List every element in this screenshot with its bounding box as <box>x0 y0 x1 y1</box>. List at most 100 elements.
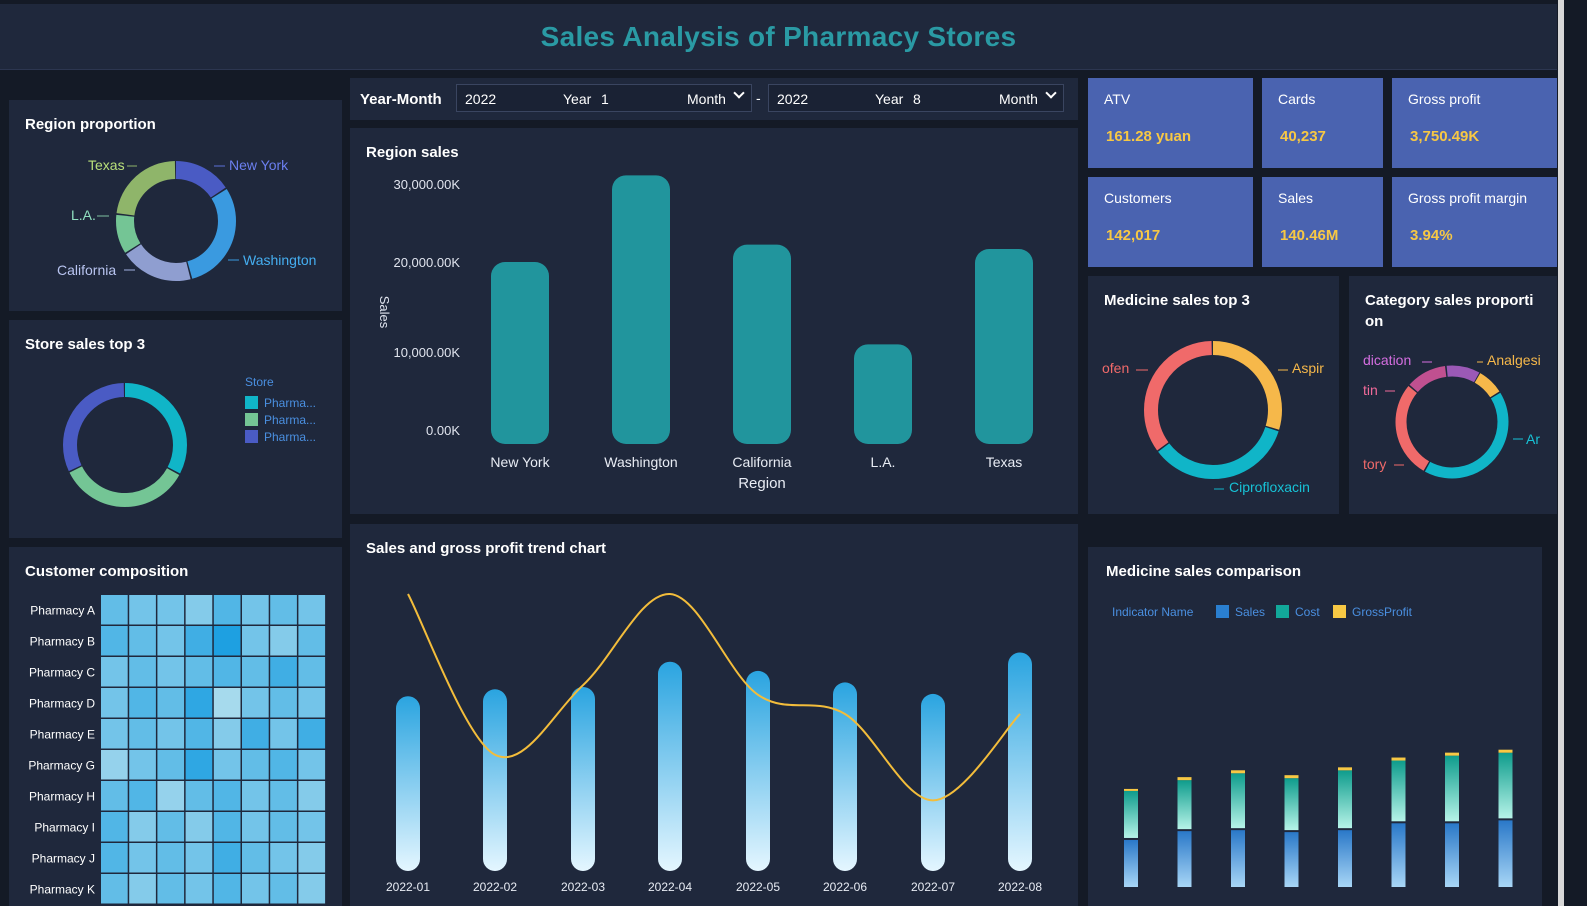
heatmap-cell[interactable] <box>298 688 326 718</box>
heatmap-cell[interactable] <box>270 688 297 718</box>
heatmap-cell[interactable] <box>129 657 156 687</box>
heatmap-cell[interactable] <box>213 595 241 625</box>
heatmap-cell[interactable] <box>185 812 213 842</box>
heatmap-cell[interactable] <box>129 750 156 780</box>
heatmap-cell[interactable] <box>157 843 185 873</box>
label-medication[interactable]: dication <box>1363 352 1411 368</box>
sales-bar[interactable] <box>1008 652 1032 872</box>
heatmap-cell[interactable] <box>270 843 297 873</box>
to-month-label[interactable]: Month <box>999 91 1038 107</box>
heatmap-cell[interactable] <box>298 812 326 842</box>
heatmap-cell[interactable] <box>157 874 185 904</box>
region-slice[interactable] <box>116 161 236 281</box>
heatmap-cell[interactable] <box>213 657 241 687</box>
to-date-select[interactable]: 2022 Year 8 Month <box>768 84 1064 112</box>
heatmap-cell[interactable] <box>101 626 128 656</box>
heatmap-cell[interactable] <box>185 595 213 625</box>
sales-segment[interactable] <box>1445 823 1459 887</box>
heatmap-cell[interactable] <box>157 750 185 780</box>
cost-segment[interactable] <box>1338 770 1352 829</box>
heatmap-cell[interactable] <box>101 750 128 780</box>
cost-segment[interactable] <box>1231 773 1245 829</box>
heatmap-cell[interactable] <box>213 719 241 749</box>
region-slice[interactable] <box>116 161 236 281</box>
sales-segment[interactable] <box>1284 832 1299 887</box>
heatmap-cell[interactable] <box>213 781 241 811</box>
gross-profit-segment[interactable] <box>1498 749 1513 753</box>
heatmap-cell[interactable] <box>270 595 297 625</box>
heatmap-cell[interactable] <box>101 781 128 811</box>
heatmap-cell[interactable] <box>242 688 269 718</box>
chevron-down-icon[interactable] <box>1045 87 1057 99</box>
label-texas[interactable]: Texas <box>88 157 125 173</box>
heatmap-cell[interactable] <box>157 688 185 718</box>
store-slice[interactable] <box>63 383 187 507</box>
legend-item[interactable]: Pharma... <box>245 430 316 444</box>
heatmap-cell[interactable] <box>101 595 128 625</box>
heatmap-cell[interactable] <box>101 812 128 842</box>
region-slice[interactable] <box>116 161 236 281</box>
heatmap-cell[interactable] <box>242 719 269 749</box>
heatmap-cell[interactable] <box>129 812 156 842</box>
gross-profit-segment[interactable] <box>1231 770 1245 774</box>
heatmap-cell[interactable] <box>101 719 128 749</box>
heatmap-cell[interactable] <box>298 595 326 625</box>
heatmap-cell[interactable] <box>185 626 213 656</box>
heatmap-cell[interactable] <box>242 626 269 656</box>
heatmap-cell[interactable] <box>185 657 213 687</box>
heatmap-cell[interactable] <box>242 595 269 625</box>
heatmap-cell[interactable] <box>270 812 297 842</box>
heatmap-cell[interactable] <box>129 843 156 873</box>
label-washington[interactable]: Washington <box>243 252 316 268</box>
sales-segment[interactable] <box>1177 831 1192 887</box>
scrollbar[interactable] <box>1558 0 1564 906</box>
region-bar[interactable] <box>733 244 791 444</box>
gross-profit-segment[interactable] <box>1177 777 1192 781</box>
from-month-label[interactable]: Month <box>687 91 726 107</box>
heatmap-cell[interactable] <box>129 719 156 749</box>
label-la[interactable]: L.A. <box>71 207 96 223</box>
region-bar[interactable] <box>612 175 670 445</box>
heatmap-cell[interactable] <box>101 843 128 873</box>
label-ciprofloxacin[interactable]: Ciprofloxacin <box>1229 479 1310 495</box>
heatmap-cell[interactable] <box>185 874 213 904</box>
heatmap-cell[interactable] <box>129 626 156 656</box>
label-california[interactable]: California <box>57 262 116 278</box>
heatmap-cell[interactable] <box>270 626 297 656</box>
heatmap-cell[interactable] <box>298 657 326 687</box>
cost-segment[interactable] <box>1284 778 1299 831</box>
heatmap-cell[interactable] <box>298 874 326 904</box>
legend-item[interactable]: Cost <box>1276 605 1320 619</box>
heatmap-cell[interactable] <box>298 781 326 811</box>
category-slice[interactable] <box>1382 352 1521 491</box>
legend-item[interactable]: Pharma... <box>245 396 316 410</box>
heatmap-cell[interactable] <box>270 781 297 811</box>
legend-item[interactable]: Sales <box>1216 605 1265 619</box>
sales-bar[interactable] <box>658 661 682 871</box>
cost-segment[interactable] <box>1391 760 1406 822</box>
gross-profit-segment[interactable] <box>1391 757 1406 761</box>
from-date-select[interactable]: 2022 Year 1 Month <box>456 84 752 112</box>
heatmap-cell[interactable] <box>185 843 213 873</box>
heatmap-cell[interactable] <box>298 719 326 749</box>
sales-segment[interactable] <box>1498 820 1513 887</box>
heatmap-cell[interactable] <box>101 874 128 904</box>
heatmap-cell[interactable] <box>298 750 326 780</box>
label-ibuprofen[interactable]: ofen <box>1102 360 1129 376</box>
heatmap-cell[interactable] <box>298 843 326 873</box>
heatmap-cell[interactable] <box>129 874 156 904</box>
heatmap-cell[interactable] <box>101 688 128 718</box>
heatmap-cell[interactable] <box>157 657 185 687</box>
heatmap-cell[interactable] <box>101 657 128 687</box>
heatmap-cell[interactable] <box>157 719 185 749</box>
heatmap-cell[interactable] <box>242 812 269 842</box>
sales-bar[interactable] <box>746 670 770 871</box>
medicine-slice[interactable] <box>1144 341 1282 479</box>
medicine-slice[interactable] <box>1144 341 1282 479</box>
heatmap-cell[interactable] <box>242 843 269 873</box>
region-bar[interactable] <box>854 344 912 444</box>
region-bar[interactable] <box>975 249 1033 444</box>
store-slice[interactable] <box>63 383 187 507</box>
heatmap-cell[interactable] <box>157 781 185 811</box>
heatmap-cell[interactable] <box>129 688 156 718</box>
